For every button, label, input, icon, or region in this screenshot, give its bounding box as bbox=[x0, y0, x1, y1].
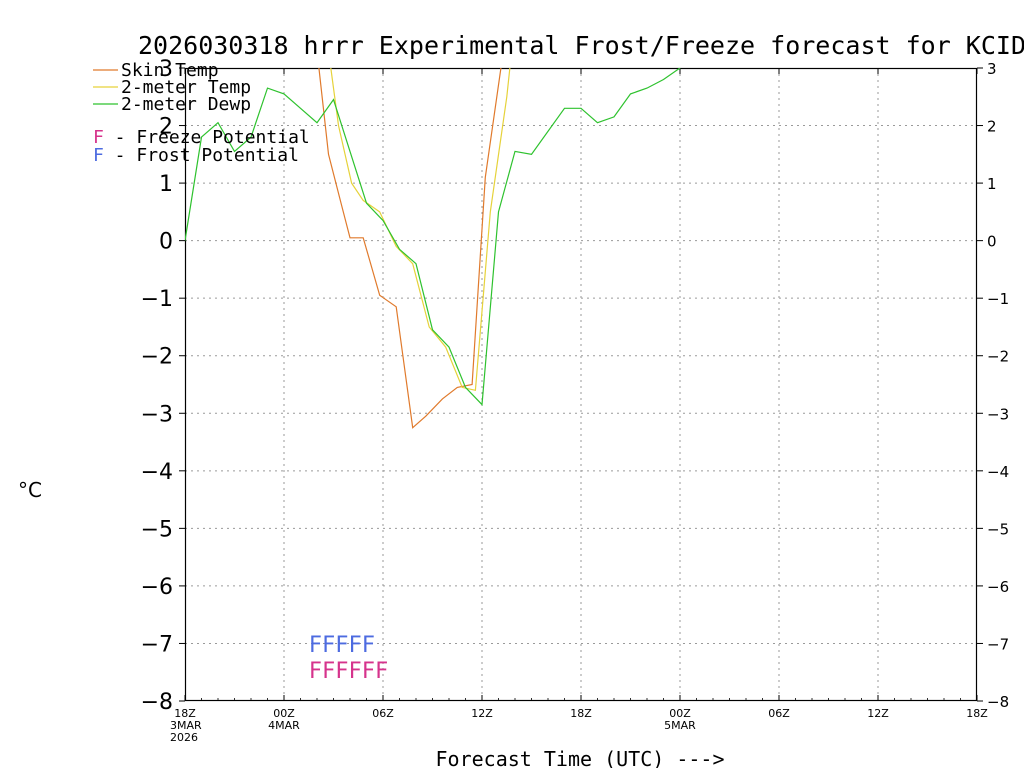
x-tick-label: 06Z bbox=[372, 707, 394, 720]
x-tick-label: 00Z bbox=[669, 707, 691, 720]
y-tick-label-right: −5 bbox=[987, 520, 1009, 538]
y-tick-label-left: −2 bbox=[141, 345, 173, 370]
y-tick-label-left: 0 bbox=[159, 230, 173, 255]
y-tick-label-right: 0 bbox=[987, 233, 997, 251]
y-tick-label-right: 1 bbox=[987, 175, 997, 193]
x-tick-label: 12Z bbox=[471, 707, 493, 720]
freeze-potential-markers: FFFFFF bbox=[309, 659, 388, 684]
legend: Skin Temp 2-meter Temp 2-meter Dewp F - … bbox=[93, 60, 310, 166]
y-tick-label-left: 2 bbox=[159, 115, 173, 140]
y-tick-label-right: −8 bbox=[987, 693, 1009, 711]
freeze-letter: F bbox=[93, 127, 104, 148]
y-tick-label-right: −2 bbox=[987, 348, 1009, 366]
series-lines bbox=[185, 68, 681, 429]
y-tick-label-left: −5 bbox=[141, 517, 173, 542]
y-tick-label-left: −3 bbox=[141, 402, 173, 427]
x-axis-label: Forecast Time (UTC) ---> bbox=[436, 747, 725, 768]
y-tick-label-right: −6 bbox=[987, 578, 1009, 596]
y-tick-label-left: −1 bbox=[141, 287, 173, 312]
series-line-2-meter-dewp bbox=[185, 68, 681, 406]
x-tick-label: 06Z bbox=[768, 707, 790, 720]
x-tick-label: 00Z bbox=[273, 707, 295, 720]
x-tick-label: 5MAR bbox=[664, 719, 696, 732]
y-tick-label-right: 3 bbox=[987, 60, 997, 78]
x-tick-label: 18Z bbox=[966, 707, 988, 720]
y-tick-label-left: −8 bbox=[141, 690, 173, 715]
x-tick-label: 18Z bbox=[570, 707, 592, 720]
y-tick-label-left: 3 bbox=[159, 57, 173, 82]
chart-title: 2026030318 hrrr Experimental Frost/Freez… bbox=[138, 31, 1024, 60]
legend-label-skin-temp: Skin Temp bbox=[121, 60, 219, 81]
plot-frame bbox=[184, 67, 978, 702]
frost-potential-markers: FFFFF bbox=[309, 633, 375, 658]
grid-lines bbox=[185, 68, 977, 701]
freeze-label: - Freeze Potential bbox=[104, 127, 310, 148]
frost-letter: F bbox=[93, 145, 104, 166]
legend-label-2m-temp: 2-meter Temp bbox=[121, 77, 251, 98]
legend-label-2m-dewp: 2-meter Dewp bbox=[121, 94, 251, 115]
y-tick-label-right: −3 bbox=[987, 405, 1009, 423]
x-tick-label: 4MAR bbox=[268, 719, 300, 732]
y-tick-label-right: −7 bbox=[987, 635, 1009, 653]
x-tick-label: 3MAR bbox=[170, 719, 202, 732]
y-tick-label-right: −4 bbox=[987, 463, 1009, 481]
series-line-2-meter-temp bbox=[330, 68, 511, 392]
y-tick-label-right: −1 bbox=[987, 290, 1009, 308]
tick-marks bbox=[179, 67, 983, 702]
y-axis-label: °C bbox=[18, 478, 42, 502]
y-tick-labels: 3 3 2 2 1 1 0 0 −1 −1 −2 −2 −3 −3 −4 −4 −5 −5 −6 −6 −7 −7 −8 −8 bbox=[141, 57, 1010, 715]
y-tick-label-left: −4 bbox=[141, 460, 173, 485]
frost-label: - Frost Potential bbox=[104, 145, 299, 166]
y-tick-label-left: −6 bbox=[141, 575, 173, 600]
x-tick-label: 2026 bbox=[170, 731, 198, 744]
x-tick-label: 18Z bbox=[174, 707, 196, 720]
y-tick-label-left: 1 bbox=[159, 172, 173, 197]
legend-frost-potential: F - Frost Potential bbox=[93, 145, 299, 166]
series-line-skin-temp bbox=[318, 68, 502, 429]
y-tick-label-left: −7 bbox=[141, 632, 173, 657]
y-tick-label-right: 2 bbox=[987, 118, 997, 136]
x-tick-label: 12Z bbox=[867, 707, 889, 720]
legend-freeze-potential: F - Freeze Potential bbox=[93, 127, 310, 148]
